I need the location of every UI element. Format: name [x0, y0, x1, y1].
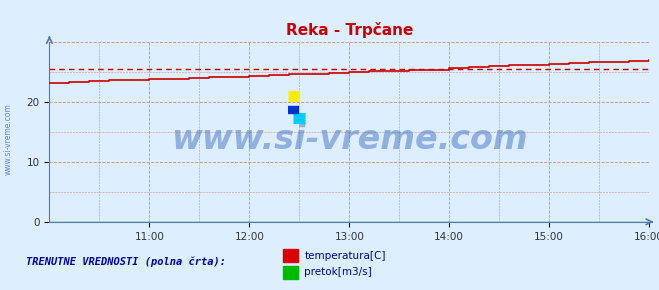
Text: pretok[m3/s]: pretok[m3/s] — [304, 267, 372, 278]
Text: temperatura[C]: temperatura[C] — [304, 251, 386, 261]
Text: TRENUTNE VREDNOSTI (polna črta):: TRENUTNE VREDNOSTI (polna črta): — [26, 257, 226, 267]
Bar — [283, 249, 298, 262]
Text: www.si-vreme.com: www.si-vreme.com — [171, 123, 528, 156]
Text: www.si-vreme.com: www.si-vreme.com — [4, 103, 13, 175]
Bar — [283, 266, 298, 279]
Title: Reka - Trpčane: Reka - Trpčane — [285, 22, 413, 38]
